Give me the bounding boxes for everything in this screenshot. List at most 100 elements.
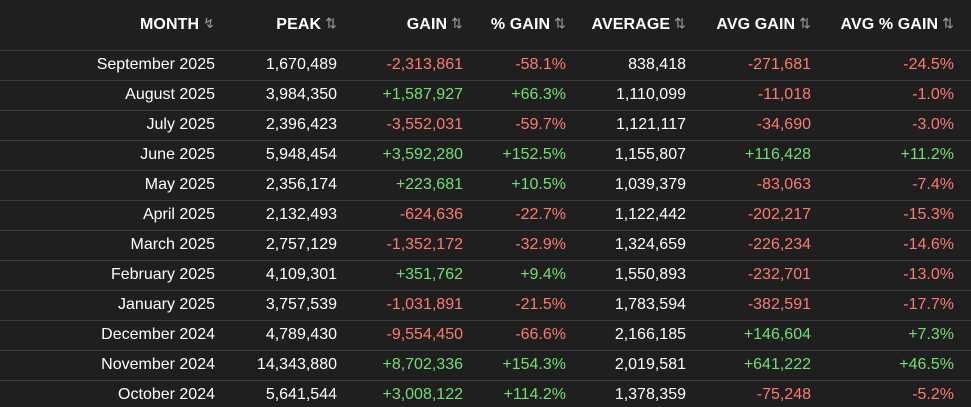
cell-gain: -624,636 — [399, 206, 463, 223]
cell-avg-gain: -34,690 — [756, 116, 811, 133]
cell-average: 1,039,379 — [614, 176, 686, 193]
cell-gain: +3,008,122 — [382, 386, 463, 403]
cell-pct-gain: +114.2% — [503, 386, 566, 403]
cell-avg-pct-gain: -3.0% — [912, 116, 954, 133]
table-row: November 2024 14,343,880 +8,702,336 +154… — [0, 350, 971, 380]
cell-avg-pct-gain: -24.5% — [903, 56, 954, 73]
column-header-month-label: MONTH — [140, 16, 200, 34]
column-header-gain-label: GAIN — [406, 16, 448, 34]
cell-avg-pct-gain: +7.3% — [908, 326, 954, 343]
cell-peak: 14,343,880 — [256, 356, 337, 373]
table-row: June 2025 5,948,454 +3,592,280 +152.5% 1… — [0, 140, 971, 170]
cell-pct-gain: +154.3% — [502, 356, 566, 373]
column-header-avg-pct-gain[interactable]: AVG % GAIN ⇅ — [828, 0, 971, 50]
cell-month: March 2025 — [130, 236, 216, 253]
cell-gain: -2,313,861 — [386, 56, 463, 73]
table-row: July 2025 2,396,423 -3,552,031 -59.7% 1,… — [0, 110, 971, 140]
cell-gain: +351,762 — [395, 266, 463, 283]
cell-avg-gain: -202,217 — [747, 206, 811, 223]
column-header-month[interactable]: MONTH ↯ — [0, 0, 232, 50]
cell-avg-pct-gain: +46.5% — [899, 356, 954, 373]
cell-gain: -1,352,172 — [386, 236, 463, 253]
cell-pct-gain: -22.7% — [515, 206, 566, 223]
cell-avg-gain: -226,234 — [747, 236, 811, 253]
cell-gain: +223,681 — [395, 176, 463, 193]
header-row: MONTH ↯ PEAK ⇅ GAIN ⇅ % GAIN ⇅ AVERAGE ⇅ AVG … — [0, 0, 971, 50]
cell-average: 2,019,581 — [614, 356, 686, 373]
table-row: September 2025 1,670,489 -2,313,861 -58.… — [0, 50, 971, 80]
cell-peak: 2,356,174 — [265, 176, 337, 193]
cell-avg-gain: +641,222 — [743, 356, 811, 373]
column-header-avg-gain[interactable]: AVG GAIN ⇅ — [703, 0, 828, 50]
table-row: March 2025 2,757,129 -1,352,172 -32.9% 1… — [0, 230, 971, 260]
table-row: October 2024 5,641,544 +3,008,122 +114.2… — [0, 380, 971, 407]
cell-gain: -9,554,450 — [386, 326, 463, 343]
column-header-average[interactable]: AVERAGE ⇅ — [583, 0, 703, 50]
cell-month: April 2025 — [142, 206, 215, 223]
table-row: February 2025 4,109,301 +351,762 +9.4% 1… — [0, 260, 971, 290]
cell-avg-pct-gain: -14.6% — [903, 236, 954, 253]
sort-both-icon: ⇅ — [674, 15, 686, 32]
cell-avg-gain: -271,681 — [747, 56, 811, 73]
cell-month: May 2025 — [144, 176, 215, 193]
sort-desc-icon: ↯ — [203, 15, 215, 32]
column-header-gain[interactable]: GAIN ⇅ — [354, 0, 480, 50]
cell-avg-pct-gain: -15.3% — [903, 206, 954, 223]
cell-pct-gain: +152.5% — [502, 146, 566, 163]
table-row: January 2025 3,757,539 -1,031,891 -21.5%… — [0, 290, 971, 320]
cell-gain: +1,587,927 — [382, 86, 463, 103]
sort-both-icon: ⇅ — [554, 15, 566, 32]
column-header-peak[interactable]: PEAK ⇅ — [232, 0, 354, 50]
cell-avg-gain: +116,428 — [745, 146, 811, 163]
cell-peak: 4,109,301 — [265, 266, 337, 283]
column-header-peak-label: PEAK — [276, 16, 322, 34]
cell-pct-gain: +66.3% — [511, 86, 566, 103]
cell-avg-pct-gain: -5.2% — [912, 386, 954, 403]
cell-avg-pct-gain: +11.2% — [900, 146, 954, 163]
cell-average: 1,324,659 — [614, 236, 686, 253]
cell-month: August 2025 — [125, 86, 215, 103]
cell-pct-gain: -32.9% — [515, 236, 566, 253]
cell-peak: 4,789,430 — [265, 326, 337, 343]
cell-month: November 2024 — [101, 356, 215, 373]
cell-avg-gain: -83,063 — [756, 176, 811, 193]
cell-peak: 3,757,539 — [265, 296, 337, 313]
cell-pct-gain: -66.6% — [515, 326, 566, 343]
cell-gain: -3,552,031 — [386, 116, 463, 133]
cell-avg-pct-gain: -7.4% — [912, 176, 954, 193]
cell-average: 2,166,185 — [614, 326, 686, 343]
cell-month: June 2025 — [140, 146, 215, 163]
cell-month: February 2025 — [110, 266, 215, 283]
sort-both-icon: ⇅ — [325, 15, 337, 32]
cell-month: July 2025 — [146, 116, 216, 133]
column-header-avg-gain-label: AVG GAIN — [716, 16, 796, 34]
sort-both-icon: ⇅ — [799, 15, 811, 32]
cell-peak: 1,670,489 — [265, 56, 337, 73]
cell-pct-gain: -58.1% — [515, 56, 566, 73]
table-row: April 2025 2,132,493 -624,636 -22.7% 1,1… — [0, 200, 971, 230]
cell-pct-gain: +9.4% — [520, 266, 566, 283]
cell-pct-gain: -21.5% — [515, 296, 566, 313]
table-row: August 2025 3,984,350 +1,587,927 +66.3% … — [0, 80, 971, 110]
cell-average: 1,155,807 — [614, 146, 686, 163]
cell-gain: +3,592,280 — [382, 146, 463, 163]
cell-pct-gain: +10.5% — [511, 176, 566, 193]
column-header-pct-gain-label: % GAIN — [490, 16, 551, 34]
cell-average: 838,418 — [628, 56, 686, 73]
cell-average: 1,122,442 — [614, 206, 686, 223]
cell-peak: 5,948,454 — [265, 146, 337, 163]
cell-avg-gain: -11,018 — [757, 86, 811, 103]
column-header-average-label: AVERAGE — [591, 16, 671, 34]
cell-peak: 5,641,544 — [265, 386, 337, 403]
cell-average: 1,783,594 — [614, 296, 686, 313]
column-header-pct-gain[interactable]: % GAIN ⇅ — [480, 0, 583, 50]
cell-avg-gain: -382,591 — [747, 296, 811, 313]
sort-both-icon: ⇅ — [942, 15, 954, 32]
cell-gain: -1,031,891 — [386, 296, 463, 313]
cell-peak: 3,984,350 — [265, 86, 337, 103]
cell-average: 1,378,359 — [614, 386, 686, 403]
cell-month: December 2024 — [101, 326, 215, 343]
table-row: December 2024 4,789,430 -9,554,450 -66.6… — [0, 320, 971, 350]
cell-month: September 2025 — [96, 56, 215, 73]
cell-avg-gain: -232,701 — [747, 266, 811, 283]
